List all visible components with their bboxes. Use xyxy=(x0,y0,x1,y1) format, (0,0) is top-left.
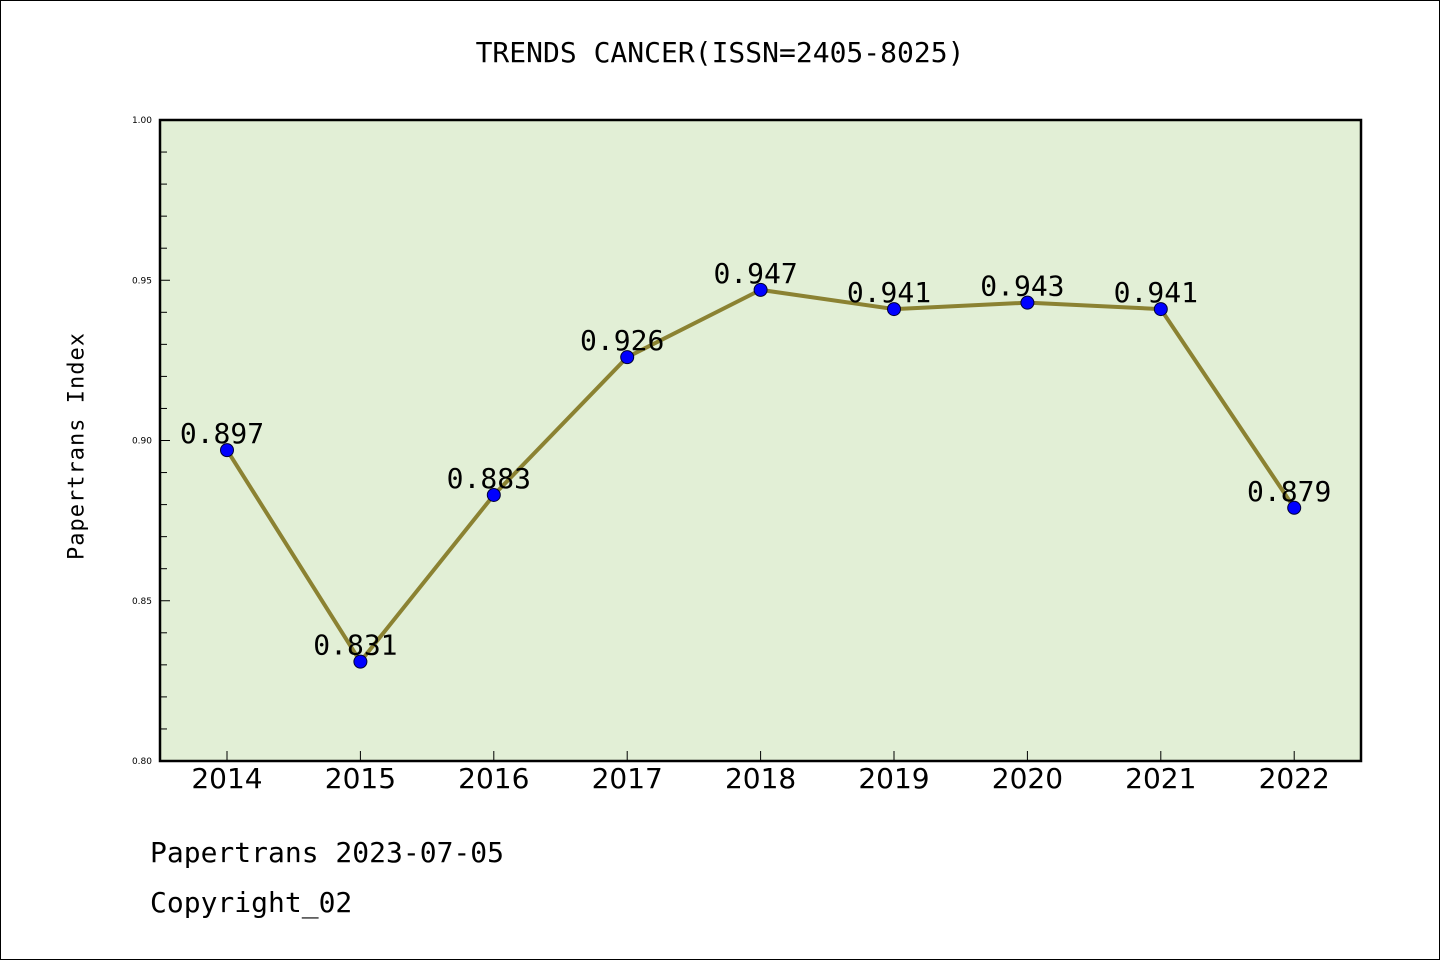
data-label: 0.879 xyxy=(1247,475,1331,508)
footer-copyright: Copyright_02 xyxy=(150,886,353,919)
x-tick-label: 2014 xyxy=(191,762,262,795)
x-tick-label: 2017 xyxy=(592,762,663,795)
data-label: 0.941 xyxy=(1114,276,1198,309)
x-tick-label: 2022 xyxy=(1259,762,1330,795)
data-label: 0.941 xyxy=(847,276,931,309)
data-label: 0.926 xyxy=(580,324,664,357)
data-point xyxy=(353,654,368,669)
data-point xyxy=(887,302,901,317)
x-tick-label: 2019 xyxy=(858,762,929,795)
data-point xyxy=(220,443,234,458)
data-point xyxy=(486,487,501,502)
data-label: 0.831 xyxy=(313,629,397,662)
x-tick-label: 2016 xyxy=(458,762,529,795)
chart-title: TRENDS CANCER(ISSN=2405-8025) xyxy=(475,36,965,69)
plot-area xyxy=(160,120,1361,761)
plot-border xyxy=(158,118,1363,763)
y-tick-label: 0.85 xyxy=(132,597,152,607)
x-tick-label: 2021 xyxy=(1125,762,1196,795)
x-tick-label: 2015 xyxy=(325,762,396,795)
data-label: 0.943 xyxy=(980,270,1064,303)
data-point xyxy=(1020,295,1035,310)
data-label: 0.883 xyxy=(447,462,531,495)
y-tick-label: 1.00 xyxy=(132,116,152,126)
y-tick-label: 0.95 xyxy=(132,276,152,286)
data-label: 0.897 xyxy=(180,417,264,450)
x-tick-label: 2020 xyxy=(992,762,1063,795)
data-point xyxy=(1287,500,1302,515)
y-tick-label: 0.80 xyxy=(132,757,152,767)
data-point xyxy=(753,282,768,297)
y-tick-label: 0.90 xyxy=(132,437,152,447)
x-tick-label: 2018 xyxy=(725,762,796,795)
data-point xyxy=(620,350,635,365)
data-label: 0.947 xyxy=(713,257,797,290)
footer-date: Papertrans 2023-07-05 xyxy=(150,836,505,869)
data-point xyxy=(1153,302,1168,317)
